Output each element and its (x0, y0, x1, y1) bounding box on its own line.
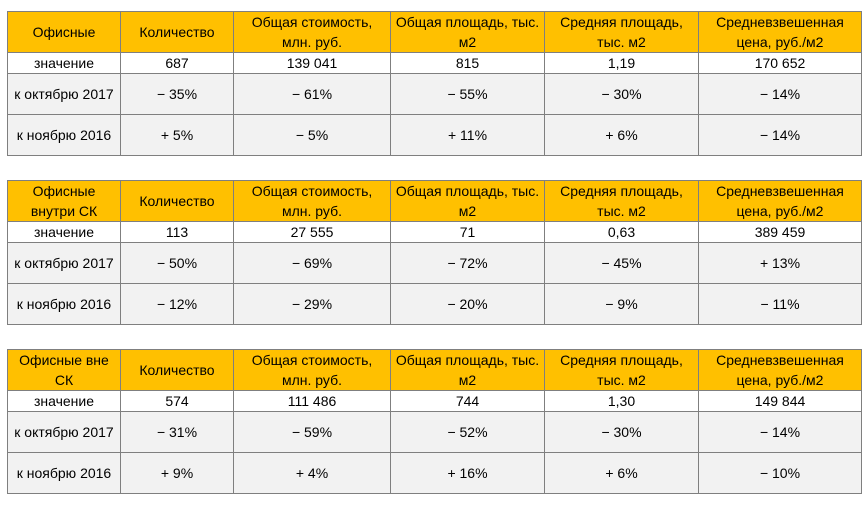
table-cell: − 20% (390, 283, 545, 325)
table-row: к ноябрю 2016 + 9% + 4% + 16% + 6% − 10% (7, 452, 862, 494)
table-row: к ноябрю 2016 − 12% − 29% − 20% − 9% − 1… (7, 283, 862, 325)
table-cell: − 35% (120, 73, 234, 115)
table-cell: − 14% (698, 114, 862, 156)
table-cell: + 6% (544, 114, 699, 156)
column-header-count: Количество (120, 349, 234, 391)
table-cell: 1,19 (544, 52, 699, 74)
column-header-weighted-price: Средневзвешенная цена, руб./м2 (698, 349, 862, 391)
column-header-count: Количество (120, 180, 234, 222)
segment-header: Офисные вне СК (7, 349, 121, 391)
table-cell: − 10% (698, 452, 862, 494)
table-cell: 111 486 (233, 390, 391, 412)
offices-table: Офисные Количество Общая стоимость, млн.… (7, 11, 862, 156)
column-header-total-area: Общая площадь, тыс. м2 (390, 11, 545, 53)
table-cell: 27 555 (233, 221, 391, 243)
table-cell: 687 (120, 52, 234, 74)
row-label: к ноябрю 2016 (7, 114, 121, 156)
table-cell: 170 652 (698, 52, 862, 74)
table-cell: − 29% (233, 283, 391, 325)
table-cell: − 14% (698, 73, 862, 115)
column-header-total-area: Общая площадь, тыс. м2 (390, 349, 545, 391)
table-row: к октябрю 2017 − 31% − 59% − 52% − 30% −… (7, 411, 862, 453)
column-header-total-area: Общая площадь, тыс. м2 (390, 180, 545, 222)
table-cell: 1,30 (544, 390, 699, 412)
table-header-row: Офисные вне СК Количество Общая стоимост… (7, 349, 862, 391)
row-label: к октябрю 2017 (7, 411, 121, 453)
table-cell: 139 041 (233, 52, 391, 74)
table-row: значение 113 27 555 71 0,63 389 459 (7, 221, 862, 243)
table-cell: − 61% (233, 73, 391, 115)
table-cell: 574 (120, 390, 234, 412)
column-header-weighted-price: Средневзвешенная цена, руб./м2 (698, 11, 862, 53)
table-row: значение 687 139 041 815 1,19 170 652 (7, 52, 862, 74)
table-cell: − 9% (544, 283, 699, 325)
table-cell: + 11% (390, 114, 545, 156)
offices-inside-table: Офисные внутри СК Количество Общая стоим… (7, 180, 862, 325)
table-cell: − 69% (233, 242, 391, 284)
segment-header: Офисные (7, 11, 121, 53)
row-label: к октябрю 2017 (7, 73, 121, 115)
row-label: значение (7, 390, 121, 412)
table-row: к ноябрю 2016 + 5% − 5% + 11% + 6% − 14% (7, 114, 862, 156)
table-cell: − 30% (544, 411, 699, 453)
table-cell: + 5% (120, 114, 234, 156)
table-cell: − 12% (120, 283, 234, 325)
table-cell: − 11% (698, 283, 862, 325)
table-row: к октябрю 2017 − 35% − 61% − 55% − 30% −… (7, 73, 862, 115)
table-cell: 815 (390, 52, 545, 74)
table-cell: + 6% (544, 452, 699, 494)
table-header-row: Офисные Количество Общая стоимость, млн.… (7, 11, 862, 53)
table-header-row: Офисные внутри СК Количество Общая стоим… (7, 180, 862, 222)
column-header-count: Количество (120, 11, 234, 53)
table-cell: 149 844 (698, 390, 862, 412)
table-cell: 71 (390, 221, 545, 243)
table-cell: + 16% (390, 452, 545, 494)
column-header-average-area: Средняя площадь, тыс. м2 (544, 349, 699, 391)
row-label: к октябрю 2017 (7, 242, 121, 284)
table-cell: 0,63 (544, 221, 699, 243)
column-header-total-cost: Общая стоимость, млн. руб. (233, 11, 391, 53)
table-cell: − 30% (544, 73, 699, 115)
table-cell: − 72% (390, 242, 545, 284)
table-cell: + 9% (120, 452, 234, 494)
table-cell: − 59% (233, 411, 391, 453)
column-header-average-area: Средняя площадь, тыс. м2 (544, 180, 699, 222)
column-header-weighted-price: Средневзвешенная цена, руб./м2 (698, 180, 862, 222)
table-cell: − 52% (390, 411, 545, 453)
offices-outside-table: Офисные вне СК Количество Общая стоимост… (7, 349, 862, 494)
row-label: значение (7, 221, 121, 243)
table-cell: − 5% (233, 114, 391, 156)
table-cell: 744 (390, 390, 545, 412)
table-cell: − 31% (120, 411, 234, 453)
table-cell: − 55% (390, 73, 545, 115)
table-cell: − 50% (120, 242, 234, 284)
table-cell: + 13% (698, 242, 862, 284)
column-header-total-cost: Общая стоимость, млн. руб. (233, 349, 391, 391)
table-cell: 389 459 (698, 221, 862, 243)
table-cell: 113 (120, 221, 234, 243)
row-label: к ноябрю 2016 (7, 452, 121, 494)
segment-header: Офисные внутри СК (7, 180, 121, 222)
row-label: значение (7, 52, 121, 74)
column-header-average-area: Средняя площадь, тыс. м2 (544, 11, 699, 53)
row-label: к ноябрю 2016 (7, 283, 121, 325)
table-cell: − 45% (544, 242, 699, 284)
table-row: к октябрю 2017 − 50% − 69% − 72% − 45% +… (7, 242, 862, 284)
table-cell: − 14% (698, 411, 862, 453)
table-row: значение 574 111 486 744 1,30 149 844 (7, 390, 862, 412)
table-cell: + 4% (233, 452, 391, 494)
column-header-total-cost: Общая стоимость, млн. руб. (233, 180, 391, 222)
